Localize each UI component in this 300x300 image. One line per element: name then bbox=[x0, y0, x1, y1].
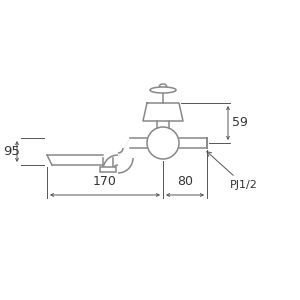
Text: 95: 95 bbox=[3, 145, 20, 158]
Text: 170: 170 bbox=[93, 175, 117, 188]
Ellipse shape bbox=[150, 87, 176, 93]
Bar bbox=[100, 167, 116, 172]
Text: 59: 59 bbox=[232, 116, 248, 130]
Circle shape bbox=[147, 127, 179, 159]
Text: PJ1/2: PJ1/2 bbox=[207, 152, 258, 190]
Text: 80: 80 bbox=[177, 175, 193, 188]
Ellipse shape bbox=[160, 84, 167, 88]
